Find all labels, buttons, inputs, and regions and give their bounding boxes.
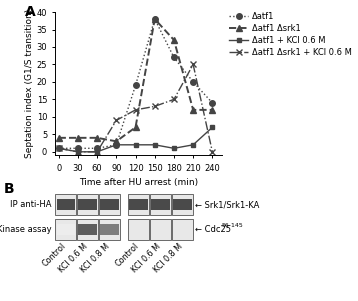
Text: KCl 0.8 M: KCl 0.8 M [152,241,184,274]
Text: KCl 0.6 M: KCl 0.6 M [130,241,163,274]
Text: 56-145: 56-145 [221,223,243,228]
Text: ← Cdc25: ← Cdc25 [195,225,232,234]
Text: ← Srk1/Srk1-KA: ← Srk1/Srk1-KA [195,200,260,209]
X-axis label: Time after HU arrest (min): Time after HU arrest (min) [79,178,198,187]
Y-axis label: Septation index (G1/S transition): Septation index (G1/S transition) [25,9,34,158]
Text: Control: Control [41,241,68,268]
Text: KCl 0.6 M: KCl 0.6 M [57,241,90,274]
Text: A: A [25,5,35,19]
Text: B: B [4,182,14,196]
Text: IP anti-HA: IP anti-HA [10,200,52,209]
Text: Kinase assay: Kinase assay [0,225,52,234]
Text: Control: Control [113,241,141,268]
Legend: Δatf1, Δatf1 Δsrk1, Δatf1 + KCl 0.6 M, Δatf1 Δsrk1 + KCl 0.6 M: Δatf1, Δatf1 Δsrk1, Δatf1 + KCl 0.6 M, Δ… [229,12,352,57]
Text: KCl 0.8 M: KCl 0.8 M [79,241,112,274]
